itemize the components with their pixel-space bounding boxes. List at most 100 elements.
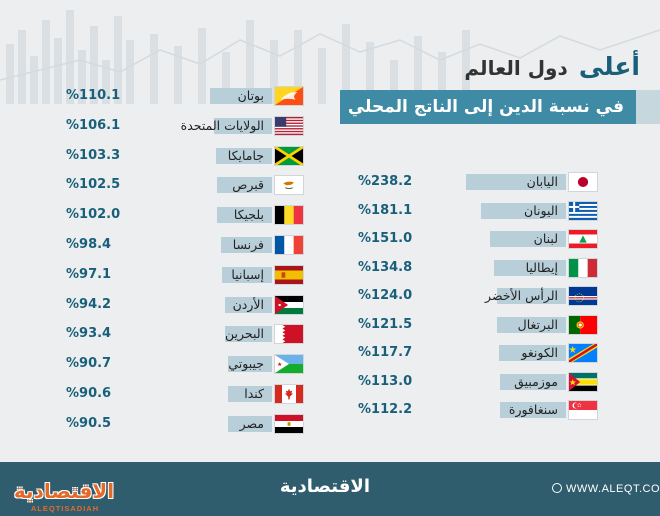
country-label: بوتان: [237, 88, 264, 103]
bar: [210, 88, 272, 104]
value-label: %93.4: [66, 326, 112, 342]
bar: [217, 207, 272, 224]
egypt-flag-icon: [274, 413, 304, 434]
country-label: جامايكا: [227, 147, 264, 163]
chart-row: البرتغال %121.5: [0, 313, 660, 337]
bahrain-flag-icon: [274, 324, 304, 345]
value-label: %103.3: [66, 147, 121, 163]
title-rest: دول العالم: [464, 56, 568, 80]
value-label: %113.0: [358, 373, 413, 389]
value-label: %112.2: [358, 402, 413, 417]
country-label: مصر: [239, 415, 264, 431]
jordan-flag-icon: [274, 294, 304, 315]
belgium-flag-icon: [274, 205, 304, 226]
portugal-flag-icon: [568, 314, 598, 335]
japan-flag-icon: [568, 172, 598, 192]
country-label: إيطاليا: [525, 259, 558, 275]
value-label: %151.0: [358, 231, 413, 246]
country-label: لبنان: [533, 231, 558, 246]
chart-row: إسبانيا %97.1: [0, 263, 660, 287]
value-label: %124.0: [358, 288, 413, 303]
country-label: كندا: [244, 386, 264, 401]
chart-row: الرأس الأخضر %124.0: [0, 284, 660, 308]
value-label: %102.5: [66, 177, 121, 193]
chart-row: كندا %90.6: [0, 382, 660, 406]
congo-flag-icon: [568, 343, 598, 363]
greece-flag-icon: [568, 200, 598, 221]
country-label: جيبوتي: [228, 356, 264, 372]
country-label: فرنسا: [232, 237, 264, 252]
value-label: %106.1: [66, 117, 121, 133]
chart-row: موزمبيق %113.0: [0, 370, 660, 394]
bar: [497, 316, 566, 333]
bar: [221, 237, 272, 253]
jamaica-flag-icon: [274, 145, 304, 166]
value-label: %90.5: [66, 415, 112, 431]
italy-flag-icon: [568, 257, 598, 278]
country-label: بلجيكا: [233, 207, 264, 223]
value-label: %97.1: [66, 266, 112, 282]
bar: [500, 373, 566, 390]
cape-verde-flag-icon: [568, 286, 598, 306]
bar: [225, 296, 272, 313]
france-flag-icon: [274, 235, 304, 255]
chart-row: بلجيكا %102.0: [0, 203, 660, 227]
value-label: %117.7: [358, 345, 413, 360]
chart-row: اليابان %238.2: [0, 170, 660, 194]
country-label: الولايات المتحدة: [180, 117, 264, 133]
value-label: %98.4: [66, 237, 112, 252]
chart-row: إيطاليا %134.8: [0, 256, 660, 280]
title-highlight: أعلى: [578, 52, 640, 81]
country-label: قبرص: [232, 177, 264, 193]
brand-logo: الاقتصادية: [13, 479, 115, 503]
bhutan-flag-icon: [274, 86, 304, 106]
value-label: %238.2: [358, 174, 413, 189]
country-label: اليونان: [524, 202, 558, 218]
chart-row: الولايات المتحدة %106.1: [0, 114, 660, 138]
globe-icon: [552, 483, 562, 493]
bar: [228, 356, 272, 373]
chart-row: فرنسا %98.4: [0, 233, 660, 257]
bar: [228, 386, 272, 402]
country-label: الكونغو: [521, 345, 558, 360]
country-label: البحرين: [224, 326, 264, 342]
chart-row: الأردن %94.2: [0, 293, 660, 317]
chart-title: أعلى دول العالم: [464, 52, 640, 81]
chart-row: جيبوتي %90.7: [0, 352, 660, 376]
bar: [500, 402, 566, 418]
value-label: %90.6: [66, 386, 112, 401]
chart-row: اليونان %181.1: [0, 199, 660, 223]
chart-row: البحرين %93.4: [0, 322, 660, 346]
value-label: %121.5: [358, 316, 413, 332]
lebanon-flag-icon: [568, 229, 598, 249]
bar: [499, 345, 566, 361]
value-label: %134.8: [358, 259, 413, 275]
bar: [225, 326, 272, 343]
bar: [216, 147, 272, 164]
bar: [466, 174, 566, 190]
country-label: موزمبيق: [514, 373, 558, 389]
chart-row: جامايكا %103.3: [0, 144, 660, 168]
bar: [481, 202, 566, 219]
chart-row: الكونغو %117.7: [0, 341, 660, 365]
canada-flag-icon: [274, 384, 304, 404]
singapore-flag-icon: [568, 400, 598, 420]
bar: [228, 415, 272, 432]
value-label: %94.2: [66, 296, 112, 312]
footer-brand: الاقتصادية: [279, 476, 370, 497]
footer-url[interactable]: WWW.ALEQT.COM: [566, 483, 660, 495]
footer: WWW.ALEQT.COM الاقتصادية: [0, 462, 660, 516]
banner-accent: [636, 90, 660, 124]
bar: [494, 259, 566, 276]
mozambique-flag-icon: [568, 371, 598, 392]
cyprus-flag-icon: [274, 175, 304, 196]
country-label: سنغافورة: [508, 402, 558, 417]
usa-flag-icon: [274, 115, 304, 136]
bar: [497, 288, 566, 304]
djibouti-flag-icon: [274, 354, 304, 375]
bar: [217, 177, 272, 194]
spain-flag-icon: [274, 264, 304, 285]
country-label: الرأس الأخضر: [485, 288, 558, 303]
value-label: %181.1: [358, 202, 413, 218]
